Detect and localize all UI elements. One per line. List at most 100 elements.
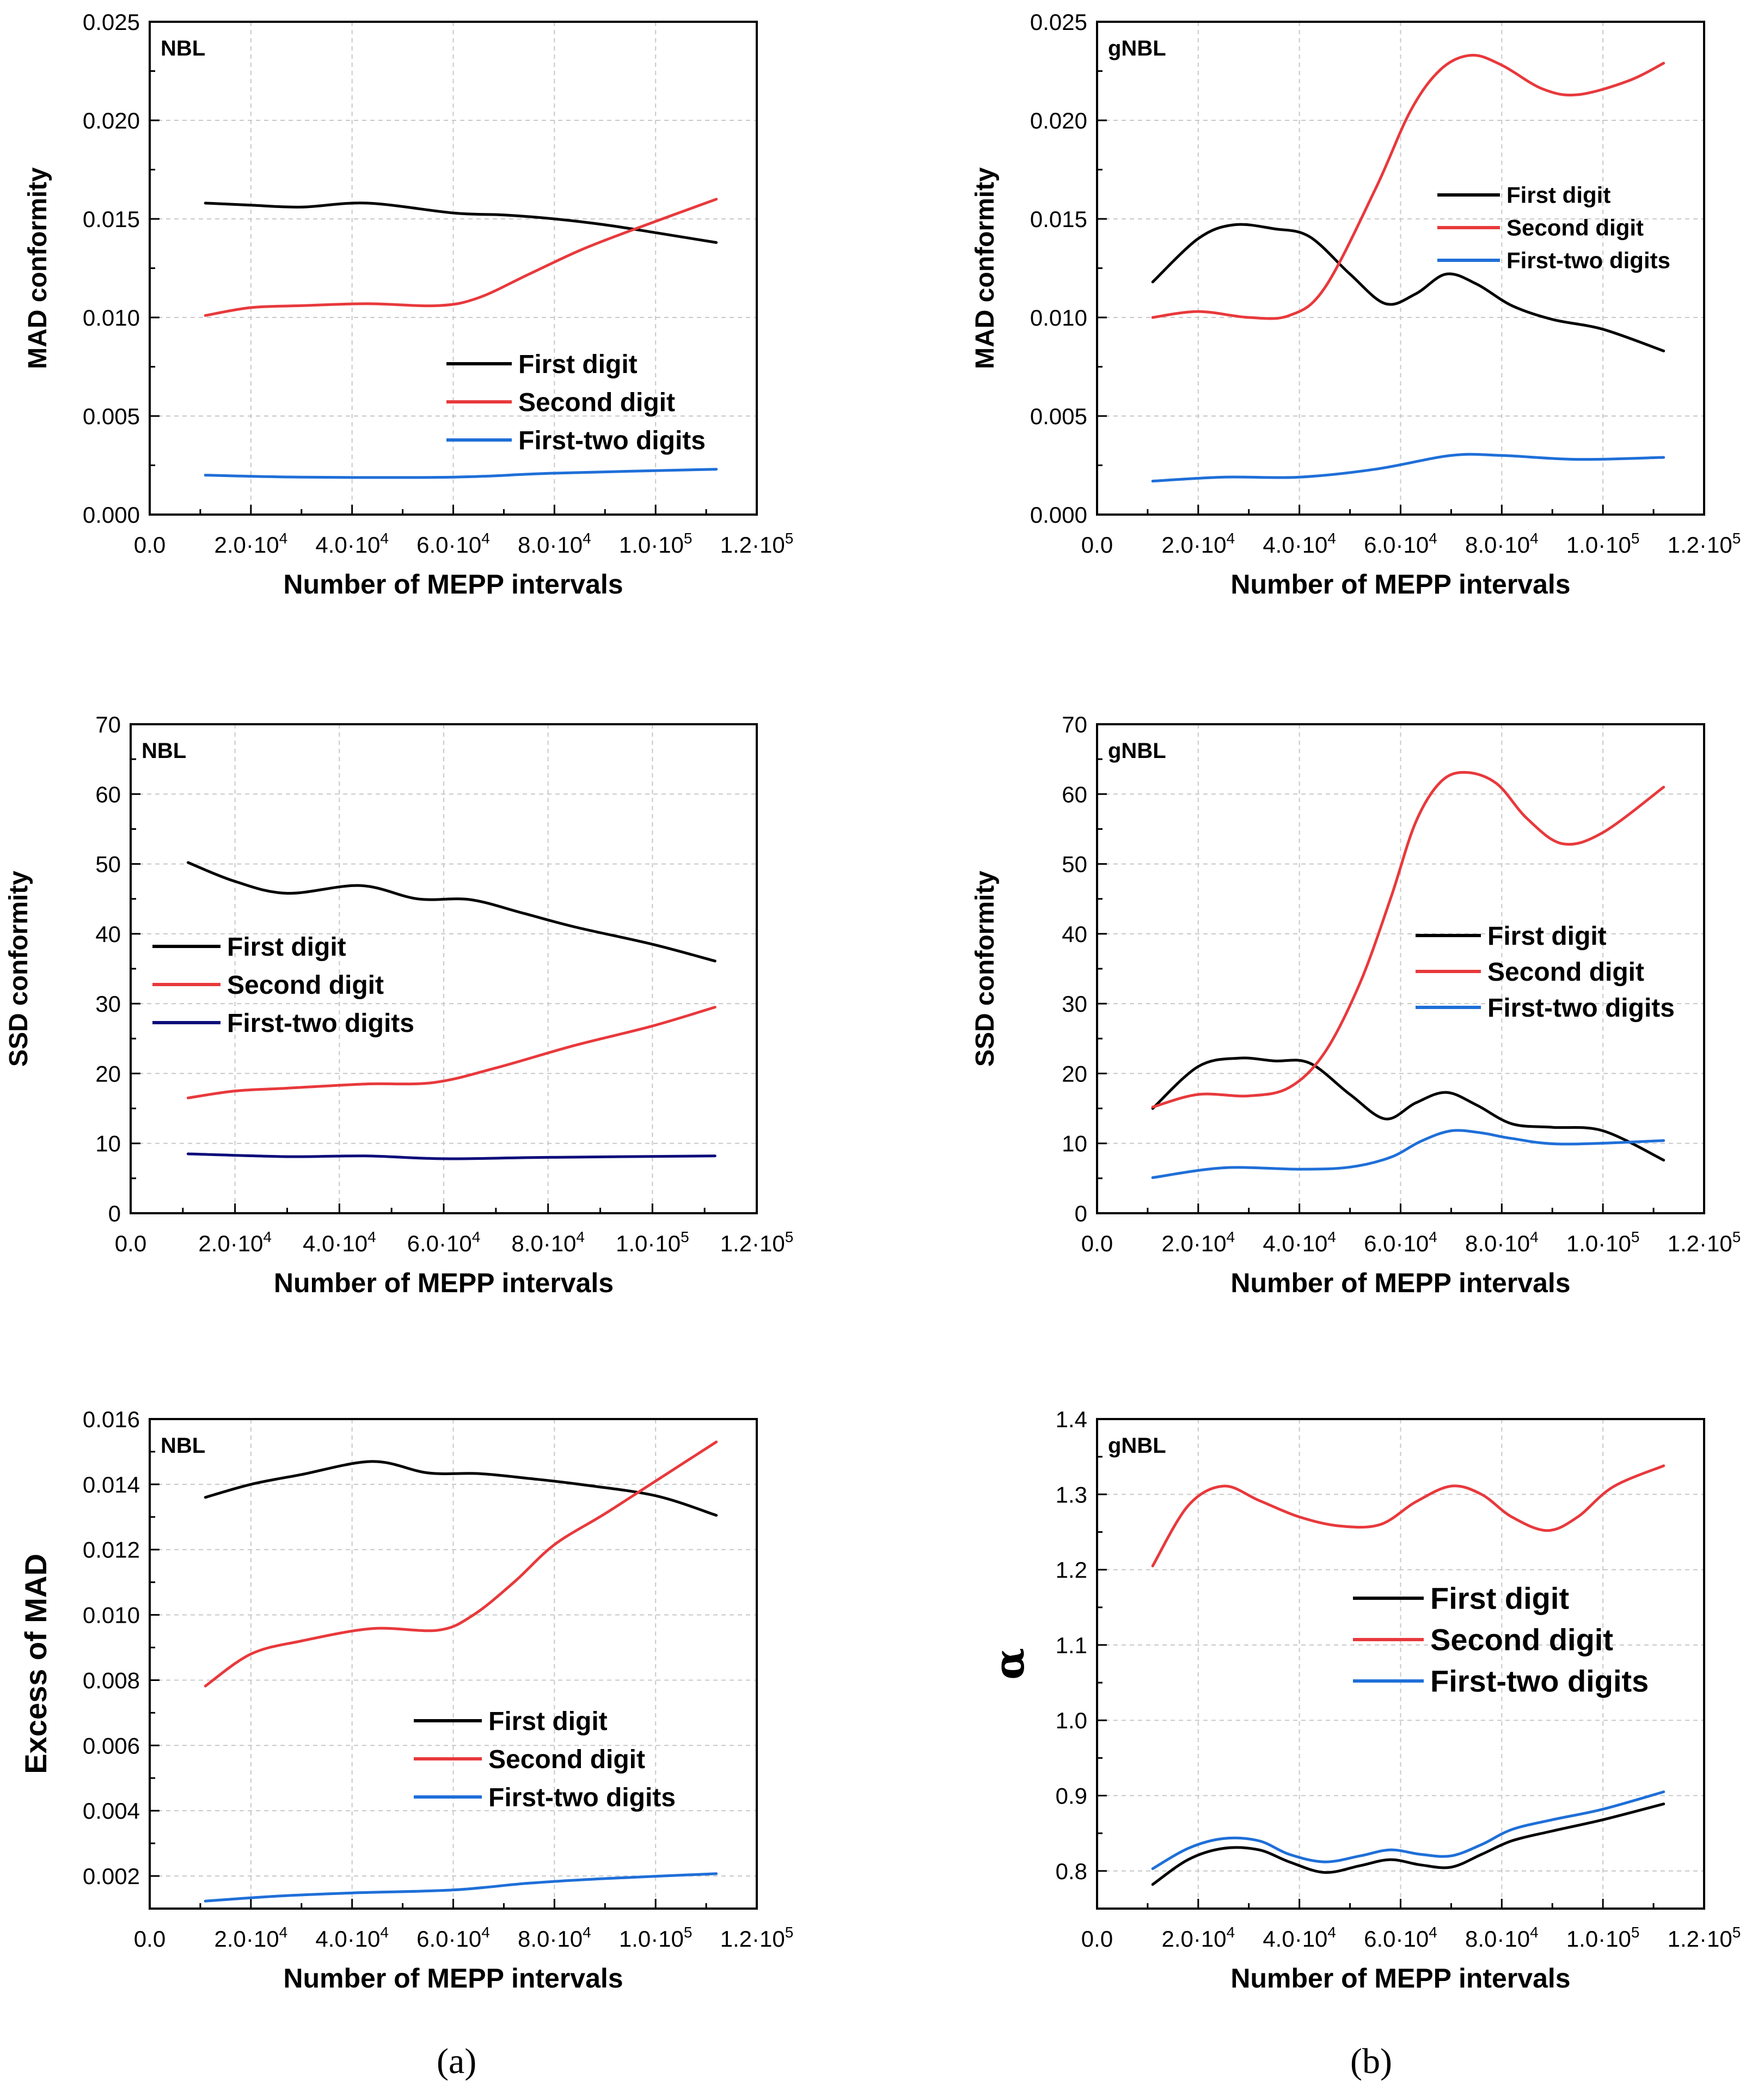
series-line [1151,1129,1665,1179]
y-tick-label: 30 [95,991,121,1017]
y-tick-label: 1.2 [1056,1557,1087,1583]
y-tick-label: 20 [1062,1061,1087,1086]
x-tick-label: 2.0·104 [214,530,287,558]
series-line [204,1872,718,1903]
y-axis-title: MAD conformity [23,167,52,369]
panel-label-b: (b) [1350,2041,1392,2081]
x-tick-label: 1.0·105 [619,1924,693,1952]
series-line [1151,53,1665,320]
dataset-tag: gNBL [1108,36,1166,60]
legend-label: First digit [227,933,346,962]
x-axis-title: Number of MEPP intervals [1230,569,1570,600]
chart-b2: 0.0 2.0·104 4.0·104 6.0·104 8.0·104 1.0·105 1.… [971,712,1741,1298]
series-line [186,861,716,963]
legend-label: Second digit [1487,958,1644,987]
x-tick-label: 6.0·104 [416,530,490,558]
plot-frame [130,723,758,1214]
series-line [186,1152,716,1160]
series-line [204,1440,718,1688]
x-tick-label: 0.0 [1081,532,1113,558]
x-tick-label: 4.0·104 [1263,1228,1336,1256]
x-tick-label: 8.0·104 [511,1228,585,1256]
legend-label: Second digit [1506,215,1644,241]
series-line [1151,1802,1665,1886]
x-tick-label: 8.0·104 [1465,1924,1539,1952]
x-tick-label: 6.0·104 [407,1228,481,1256]
y-tick-label: 1.4 [1056,1407,1087,1432]
chart-a3: 0.0 2.0·104 4.0·104 6.0·104 8.0·104 1.0·105 1.… [19,1407,793,1994]
x-tick-label: 2.0·104 [1161,1924,1235,1952]
x-tick-label: 1.0·105 [1566,1924,1640,1952]
y-axis-title: SSD conformity [4,871,33,1067]
x-tick-label: 4.0·104 [315,530,389,558]
y-tick-label: 0.008 [83,1667,140,1693]
y-tick-label: 10 [95,1131,121,1157]
y-tick-label: 0.000 [1030,502,1087,528]
series-line [204,198,718,317]
legend-label: Second digit [1430,1623,1613,1657]
series-line [204,468,718,479]
x-tick-label: 2.0·104 [214,1924,287,1952]
y-tick-label: 30 [1062,991,1087,1017]
legend-label: First digit [518,350,638,379]
y-tick-label: 0.015 [83,206,140,232]
y-tick-label: 70 [95,712,121,737]
x-tick-label: 1.0·105 [619,530,693,558]
y-tick-label: 60 [95,781,121,807]
y-tick-label: 0.9 [1056,1783,1087,1809]
y-axis-title: Excess of MAD [19,1554,53,1774]
x-tick-label: 1.0·105 [616,1228,689,1256]
series-line [204,1460,718,1517]
y-tick-label: 10 [1062,1131,1087,1157]
x-axis-title: Number of MEPP intervals [283,569,623,600]
y-axis-title: MAD conformity [971,167,1000,369]
dataset-tag: gNBL [1108,1434,1166,1458]
x-tick-label: 4.0·104 [303,1228,376,1256]
chart-b3: 0.0 2.0·104 4.0·104 6.0·104 8.0·104 1.0·105 1.… [985,1407,1741,1994]
legend-label: First digit [1487,922,1607,951]
y-tick-label: 0.005 [83,403,140,429]
y-tick-label: 70 [1062,712,1087,737]
plot-frame [149,1418,758,1910]
y-tick-label: 0.025 [83,9,140,35]
y-tick-label: 1.3 [1056,1482,1087,1507]
x-tick-label: 4.0·104 [1263,1924,1336,1952]
y-tick-label: 0 [1075,1201,1087,1226]
x-axis-title: Number of MEPP intervals [274,1268,614,1298]
y-tick-label: 0.020 [83,108,140,133]
x-tick-label: 8.0·104 [1465,1228,1539,1256]
legend-label: First-two digits [1430,1664,1649,1698]
series-line [1151,453,1665,482]
x-axis-title: Number of MEPP intervals [1230,1268,1570,1298]
y-tick-label: 0.8 [1056,1858,1087,1884]
x-tick-label: 6.0·104 [416,1924,490,1952]
legend-label: First-two digits [518,426,706,455]
x-tick-label: 0.0 [1081,1926,1113,1952]
y-axis-title: α [985,1648,1033,1679]
y-tick-label: 50 [1062,852,1087,877]
x-axis-title: Number of MEPP intervals [1230,1963,1570,1994]
legend-label: Second digit [227,971,384,1000]
x-tick-label: 8.0·104 [518,1924,591,1952]
x-tick-label: 2.0·104 [198,1228,272,1256]
y-tick-label: 1.1 [1056,1633,1087,1658]
y-tick-label: 0.015 [1030,206,1087,232]
x-tick-label: 6.0·104 [1364,1228,1437,1256]
y-tick-label: 0 [108,1201,121,1226]
y-tick-label: 0.010 [1030,305,1087,331]
y-tick-label: 0.006 [83,1733,140,1758]
y-tick-label: 0.014 [83,1472,140,1497]
y-tick-label: 20 [95,1061,121,1086]
series-line [1151,1464,1665,1568]
legend-label: First digit [1506,182,1610,208]
y-tick-label: 0.012 [83,1537,140,1563]
y-tick-label: 0.020 [1030,108,1087,133]
chart-a2: 0.0 2.0·104 4.0·104 6.0·104 8.0·104 1.0·105 1.… [4,712,793,1298]
y-tick-label: 50 [95,852,121,877]
x-tick-label: 1.2·105 [720,530,794,558]
x-tick-label: 0.0 [134,532,166,558]
legend-label: Second digit [518,388,675,417]
x-tick-label: 1.0·105 [1566,530,1640,558]
legend-label: First digit [1430,1581,1569,1616]
y-tick-label: 0.025 [1030,9,1087,35]
